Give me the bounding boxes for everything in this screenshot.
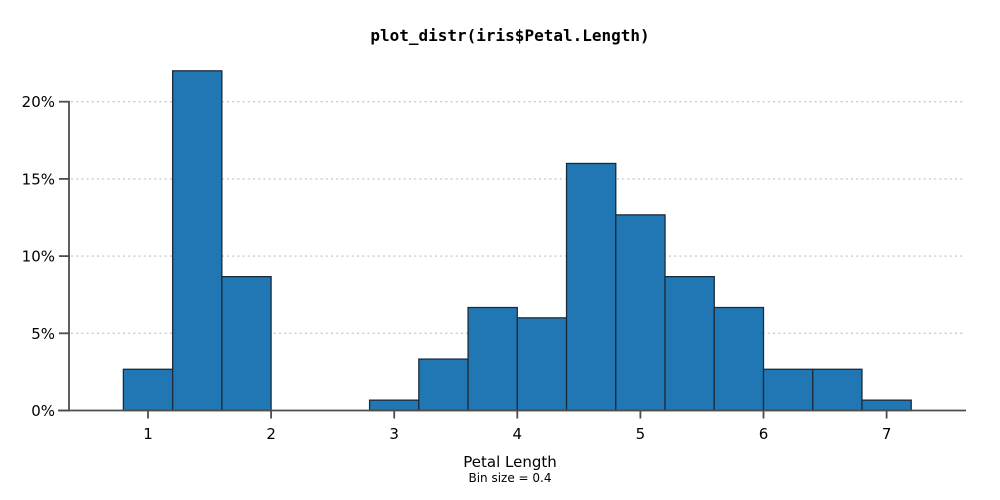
x-tick-label: 2 [266,425,276,443]
histogram-bar [221,275,272,412]
histogram-bar [368,399,420,412]
histogram-bar [861,399,912,412]
x-tick-label: 5 [636,425,646,443]
histogram-bar [418,358,469,412]
x-tick-label: 1 [143,425,153,443]
x-tick-label: 4 [513,425,523,443]
y-tick-label: 20% [22,93,55,111]
histogram-bar [467,306,518,412]
y-tick-label: 0% [31,402,55,420]
x-tick-label: 3 [389,425,399,443]
histogram-bar [565,162,617,412]
histogram-bar [812,368,863,412]
histogram-bar [122,368,174,412]
chart-title: plot_distr(iris$Petal.Length) [370,26,650,45]
histogram-bar [713,306,765,412]
y-tick-label: 15% [22,170,55,188]
histogram-bar [171,70,223,412]
bin-size-caption: Bin size = 0.4 [468,471,552,485]
y-tick-label: 5% [31,325,55,343]
y-tick-label: 10% [22,248,55,266]
histogram-bar [516,317,568,412]
x-axis-label: Petal Length [463,453,557,471]
histogram-bar [762,368,814,412]
histogram-bar [664,275,715,412]
x-tick-label: 6 [759,425,769,443]
histogram-bar [615,214,666,412]
x-tick-label: 7 [882,425,892,443]
